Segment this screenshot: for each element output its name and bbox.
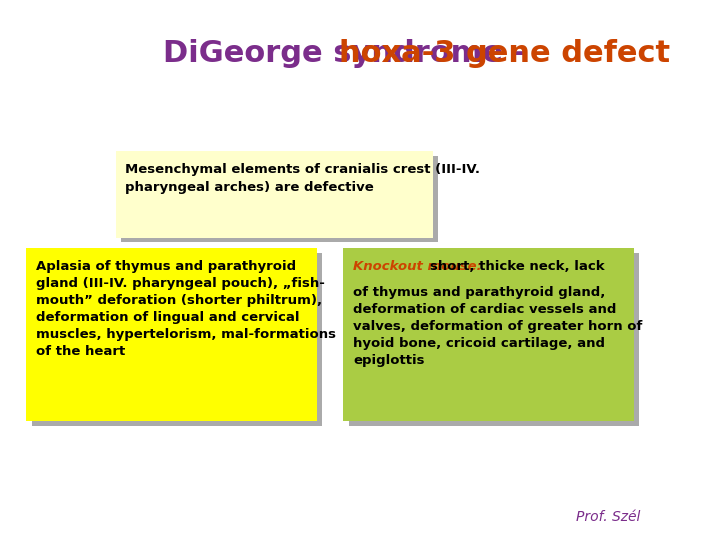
- FancyBboxPatch shape: [116, 151, 433, 238]
- Text: Mesenchymal elements of cranialis crest (III-IV.
pharyngeal arches) are defectiv: Mesenchymal elements of cranialis crest …: [125, 163, 480, 194]
- Text: DiGeorge syndrome -: DiGeorge syndrome -: [163, 39, 537, 69]
- Text: of thymus and parathyroid gland,
deformation of cardiac vessels and
valves, defo: of thymus and parathyroid gland, deforma…: [354, 286, 643, 367]
- FancyBboxPatch shape: [121, 156, 438, 242]
- FancyBboxPatch shape: [32, 253, 323, 426]
- FancyBboxPatch shape: [343, 248, 634, 421]
- FancyBboxPatch shape: [27, 248, 317, 421]
- Text: Prof. Szél: Prof. Szél: [576, 510, 641, 524]
- Text: Knockout mouse:: Knockout mouse:: [354, 260, 487, 273]
- Text: hoxa-3 gene defect: hoxa-3 gene defect: [339, 39, 670, 69]
- FancyBboxPatch shape: [348, 253, 639, 426]
- Text: Aplasia of thymus and parathyroid
gland (III-IV. pharyngeal pouch), „fish-
mouth: Aplasia of thymus and parathyroid gland …: [36, 260, 336, 358]
- Text: short, thicke neck, lack: short, thicke neck, lack: [431, 260, 605, 273]
